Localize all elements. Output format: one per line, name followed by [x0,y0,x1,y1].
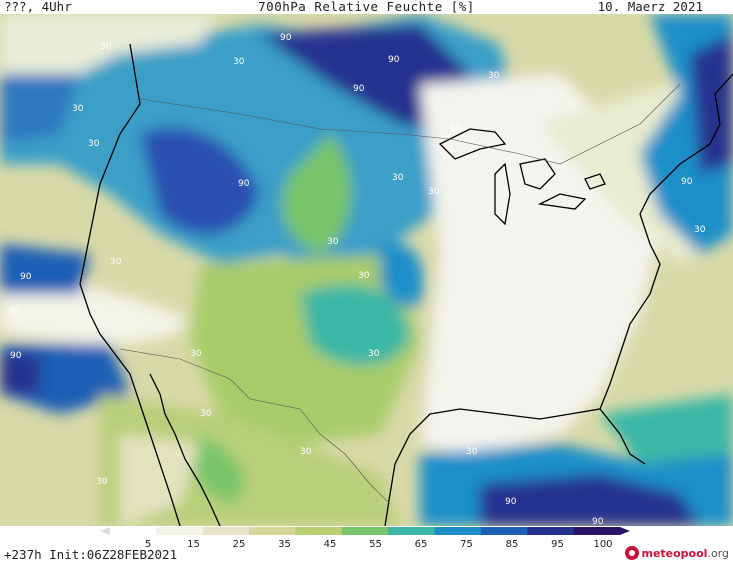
legend-bar: 5 15 25 35 45 55 65 75 85 95 100 [100,527,630,550]
contour-label: 90 [681,177,693,187]
forecast-weekday-time: ???, 4Uhr [4,0,72,14]
legend-tick-label: 15 [187,539,200,549]
contour-label: 30 [233,57,245,67]
contour-label: 30 [428,187,440,197]
logo-text: meteopool [641,546,708,560]
legend-swatch [249,527,296,535]
color-legend: 5 15 25 35 45 55 65 75 85 95 100 [0,527,733,566]
legend-tick-label: 25 [233,539,246,549]
meteopool-logo-icon [625,546,640,560]
contour-label: 90 [20,272,32,282]
contour-label: 90 [505,497,517,507]
legend-tick-label: 75 [460,539,473,549]
legend-swatch [110,527,157,535]
contour-label: 30 [694,225,706,235]
legend-tick-label: 55 [369,539,382,549]
contour-label: 30 [96,477,108,487]
contour-label: 30 [368,349,380,359]
contour-label: 90 [353,84,365,94]
contour-label: 30 [72,104,84,114]
contour-label: 30 [488,71,500,81]
contour-label: 30 [327,237,339,247]
legend-swatch [527,527,575,535]
humidity-map: 30 90 30 30 90 90 30 90 30 90 30 30 90 3… [0,14,733,526]
legend-tick-label: 5 [145,539,151,549]
legend-swatch [202,527,250,535]
contour-label: 30 [392,173,404,183]
map-canvas: 30 90 30 30 90 90 30 90 30 90 30 30 90 3… [0,14,733,526]
legend-arrow-low [100,527,110,535]
logo-tld: .org [707,546,729,560]
contour-label: 30 [358,271,370,281]
legend-swatch [388,527,436,535]
contour-labels: 30 90 30 30 90 90 30 90 30 90 30 30 90 3… [8,33,706,526]
forecast-date: 10. Maerz 2021 [597,0,703,14]
legend-swatch [156,527,204,535]
contour-label: 30 [190,349,202,359]
contour-label: 90 [10,351,22,361]
contour-label: 30 [200,409,212,419]
contour-label: 90 [280,33,292,43]
legend-tick-label: 45 [324,539,337,549]
legend-tick-label: 100 [593,539,612,549]
contour-label: 90 [388,55,400,65]
legend-tick-label: 95 [551,539,564,549]
contour-label: 30 [100,42,112,52]
contour-label: 90 [238,179,250,189]
legend-arrow-high [620,527,630,535]
great-lakes [438,128,606,226]
legend-swatch [480,527,528,535]
contour-label: 90 [450,124,462,134]
legend-tick-label: 35 [278,539,291,549]
contour-label: 30 [110,257,122,267]
contour-label: 30 [88,139,100,149]
legend-swatch [341,527,389,535]
legend-swatch [434,527,482,535]
legend-swatch [573,527,621,535]
legend-swatch [295,527,343,535]
meteopool-logo[interactable]: meteopool .org [625,546,729,560]
header-bar: ???, 4Uhr 700hPa Relative Feuchte [%] 10… [0,0,733,16]
coastlines [79,43,733,526]
legend-tick-label: 85 [506,539,519,549]
legend-tick-label: 65 [415,539,428,549]
contour-label: 30 [300,447,312,457]
contour-label: 30 [466,447,478,457]
contour-label: 90 [592,517,604,526]
map-title: 700hPa Relative Feuchte [%] [258,0,475,14]
contour-label: 30 [8,307,20,317]
run-info: +237h Init:06Z28FEB2021 [4,547,178,562]
country-borders [119,83,681,505]
